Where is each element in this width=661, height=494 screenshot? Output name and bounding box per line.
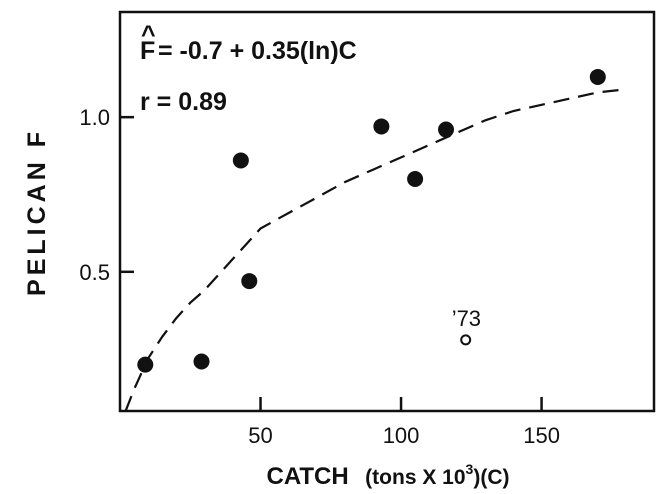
data-point xyxy=(193,353,210,370)
data-point xyxy=(241,273,258,290)
y-axis-ticks: 0.5 1.0 xyxy=(79,105,134,285)
x-axis-label-exp: 3 xyxy=(466,461,474,477)
y-tick-label: 1.0 xyxy=(79,105,110,130)
correlation-label: r = 0.89 xyxy=(140,88,227,116)
fit-curve-group xyxy=(124,88,627,412)
data-point xyxy=(232,152,249,169)
plot-frame xyxy=(118,10,656,413)
x-axis-label: CATCH (tons X 103)(C) xyxy=(267,461,510,490)
data-point xyxy=(137,356,154,373)
x-axis-label-unit: (tons X 10 xyxy=(365,466,465,489)
data-points xyxy=(137,68,606,373)
x-tick-label: 100 xyxy=(383,423,420,448)
equation-hat: ^ xyxy=(141,21,156,49)
outlier-point xyxy=(460,334,472,346)
data-point xyxy=(438,121,455,138)
x-axis-label-main: CATCH xyxy=(267,463,349,490)
x-axis-ticks: 50 100 150 xyxy=(248,397,560,448)
equation-rhs: = -0.7 + 0.35(ln)C xyxy=(158,37,357,65)
outlier-group: ’73 xyxy=(452,306,481,346)
data-point xyxy=(589,68,606,85)
data-point xyxy=(407,171,424,188)
x-axis-label-end: )(C) xyxy=(473,466,509,489)
y-axis-label: PELICAN F xyxy=(23,128,51,296)
fit-curve xyxy=(124,88,627,412)
outlier-label: ’73 xyxy=(452,306,481,331)
x-tick-label: 50 xyxy=(248,423,272,448)
x-tick-label: 150 xyxy=(523,423,560,448)
equation-lhs: F xyxy=(140,37,155,65)
y-tick-label: 0.5 xyxy=(79,260,110,285)
data-point xyxy=(373,118,390,135)
